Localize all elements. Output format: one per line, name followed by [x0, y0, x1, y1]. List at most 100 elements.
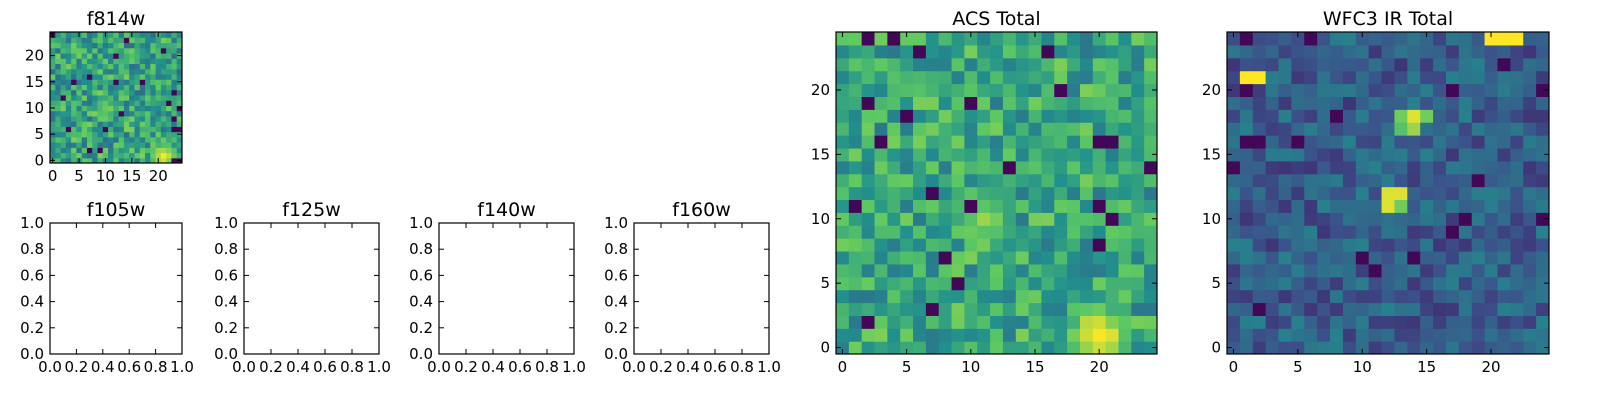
pixel-cell	[129, 152, 136, 159]
pixel-cell	[887, 135, 901, 149]
pixel-cell	[1523, 109, 1537, 123]
pixel-cell	[108, 73, 114, 80]
pixel-cell	[1458, 83, 1473, 97]
pixel-cell	[977, 186, 991, 201]
pixel-cell	[1407, 70, 1421, 85]
pixel-cell	[92, 105, 99, 112]
pixel-cell	[990, 238, 1004, 252]
pixel-cell	[1131, 186, 1145, 201]
pixel-cell	[1105, 44, 1120, 59]
pixel-cell	[1330, 70, 1344, 85]
pixel-cell	[1458, 302, 1473, 316]
pixel-cell	[1342, 302, 1357, 316]
pixel-cell	[913, 160, 927, 175]
pixel-cell	[1278, 276, 1292, 291]
pixel-cell	[848, 122, 863, 136]
pixel-cell	[176, 110, 182, 117]
pixel-cell	[861, 199, 876, 213]
pixel-cell	[150, 94, 157, 101]
pixel-cell	[1510, 328, 1524, 342]
pixel-cell	[1458, 263, 1473, 278]
y-tick-label: 1.0	[214, 214, 238, 232]
pixel-cell	[964, 173, 978, 188]
pixel-cell	[134, 84, 141, 91]
pixel-cell	[1304, 225, 1318, 239]
pixel-cell	[848, 109, 863, 123]
pixel-cell	[964, 263, 978, 278]
pixel-cell	[60, 84, 67, 91]
pixel-cell	[1278, 83, 1292, 97]
pixel-cell	[1105, 173, 1120, 188]
pixel-cell	[1227, 341, 1241, 354]
pixel-cell	[1536, 199, 1549, 213]
pixel-cell	[1484, 238, 1499, 252]
pixel-cell	[1118, 276, 1132, 291]
pixel-cell	[1342, 341, 1357, 354]
pixel-cell	[1394, 315, 1408, 329]
pixel-cell	[964, 32, 978, 46]
pixel-cell	[951, 70, 965, 85]
pixel-cell	[129, 115, 136, 122]
y-tick-label: 5	[34, 125, 44, 143]
pixel-cell	[1471, 276, 1486, 291]
pixel-cell	[1041, 57, 1055, 72]
pixel-cell	[1355, 83, 1370, 97]
pixel-cell	[1381, 173, 1396, 188]
pixel-cell	[874, 70, 888, 85]
pixel-cell	[1118, 199, 1132, 213]
pixel-cell	[1536, 341, 1549, 354]
pixel-cell	[123, 131, 130, 138]
pixel-cell	[1433, 250, 1447, 265]
pixel-cell	[1484, 225, 1499, 239]
pixel-cell	[1028, 238, 1043, 252]
pixel-cell	[123, 147, 130, 154]
pixel-cell	[1239, 57, 1254, 72]
pixel-cell	[86, 121, 93, 127]
pixel-cell	[55, 131, 62, 138]
pixel-cell	[1131, 70, 1145, 85]
pixel-cell	[1433, 238, 1447, 252]
pixel-cell	[176, 47, 182, 54]
pixel-cell	[1355, 238, 1370, 252]
pixel-cell	[86, 37, 93, 44]
pixel-cell	[1523, 160, 1537, 175]
pixel-cell	[836, 147, 850, 162]
pixel-cell	[1015, 315, 1030, 329]
pixel-cell	[71, 110, 77, 117]
pixel-cell	[1118, 250, 1132, 265]
pixel-cell	[913, 57, 927, 72]
pixel-cell	[1028, 122, 1043, 136]
pixel-cell	[1497, 83, 1511, 97]
pixel-cell	[1278, 57, 1292, 72]
pixel-cell	[1510, 263, 1524, 278]
pixel-cell	[1144, 199, 1157, 213]
pixel-cell	[155, 79, 162, 85]
pixel-cell	[1144, 276, 1157, 291]
pixel-cell	[1433, 341, 1447, 354]
pixel-cell	[118, 47, 125, 54]
pixel-cell	[1304, 83, 1318, 97]
pixel-cell	[160, 37, 167, 44]
pixel-cell	[913, 70, 927, 85]
pixel-cell	[1536, 225, 1549, 239]
y-tick-label: 0.2	[604, 319, 628, 337]
pixel-cell	[1407, 57, 1421, 72]
pixel-cell	[1079, 238, 1094, 252]
pixel-cell	[1002, 341, 1017, 354]
pixel-cell	[171, 79, 178, 85]
pixel-cell	[1497, 315, 1511, 329]
pixel-cell	[160, 79, 167, 85]
pixel-cell	[60, 58, 67, 65]
pixel-cell	[1510, 32, 1524, 46]
pixel-cell	[1079, 212, 1094, 226]
pixel-cell	[1079, 263, 1094, 278]
pixel-cell	[1239, 173, 1254, 188]
pixel-cell	[86, 100, 93, 106]
pixel-cell	[887, 225, 901, 239]
pixel-cell	[1105, 289, 1120, 304]
pixel-cell	[861, 135, 876, 149]
pixel-cell	[176, 89, 182, 96]
pixel-cell	[1002, 238, 1017, 252]
pixel-cell	[1118, 302, 1132, 316]
pixel-cell	[113, 47, 120, 54]
